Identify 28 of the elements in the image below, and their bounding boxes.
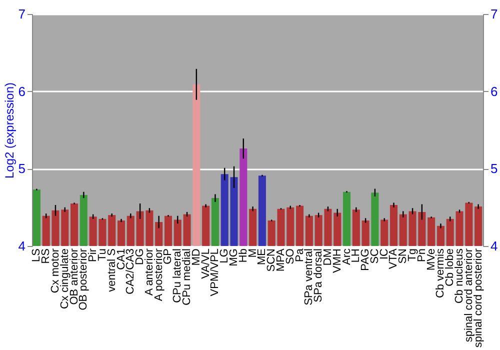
- x-tick-label: SO: [284, 248, 296, 264]
- y2-tick-label: 7: [490, 6, 498, 22]
- x-tick-label: OB anterior: [68, 248, 80, 305]
- y2-tick-label: 5: [490, 161, 498, 176]
- y-axis-title: Log2 (expression): [2, 82, 16, 179]
- x-tick-label: Cb lobe: [444, 248, 456, 286]
- y-tick-label: 4: [18, 238, 26, 254]
- x-tick-label: Tg: [406, 248, 419, 262]
- x-tick-label: spinal cord posterior: [472, 248, 484, 348]
- y-tick-label: 6: [18, 84, 26, 99]
- x-tick-label: MVe: [425, 248, 438, 271]
- y2-tick-label: 4: [490, 238, 498, 254]
- y-tick-label: 5: [18, 161, 26, 176]
- y2-tick-label: 6: [490, 84, 498, 99]
- x-tick-label: Cx cingulate: [58, 248, 71, 310]
- x-tick-label: Arc: [340, 248, 353, 265]
- x-tick-label: IC: [378, 248, 390, 260]
- x-tick-label: Pa: [294, 248, 306, 262]
- y-tick-label: 7: [18, 6, 26, 22]
- x-tick-label: GP: [162, 248, 174, 264]
- x-tick-label: ventral S: [106, 248, 118, 292]
- x-tick-label: VMH: [331, 248, 344, 273]
- x-tick-label: SN: [397, 248, 410, 264]
- x-tick-label: M: [246, 248, 259, 258]
- x-tick-label: Hb: [237, 248, 250, 263]
- x-tick-label: A posterior: [152, 248, 165, 302]
- x-tick-label: SC: [368, 248, 381, 264]
- x-tick-label: OB posterior: [78, 248, 90, 310]
